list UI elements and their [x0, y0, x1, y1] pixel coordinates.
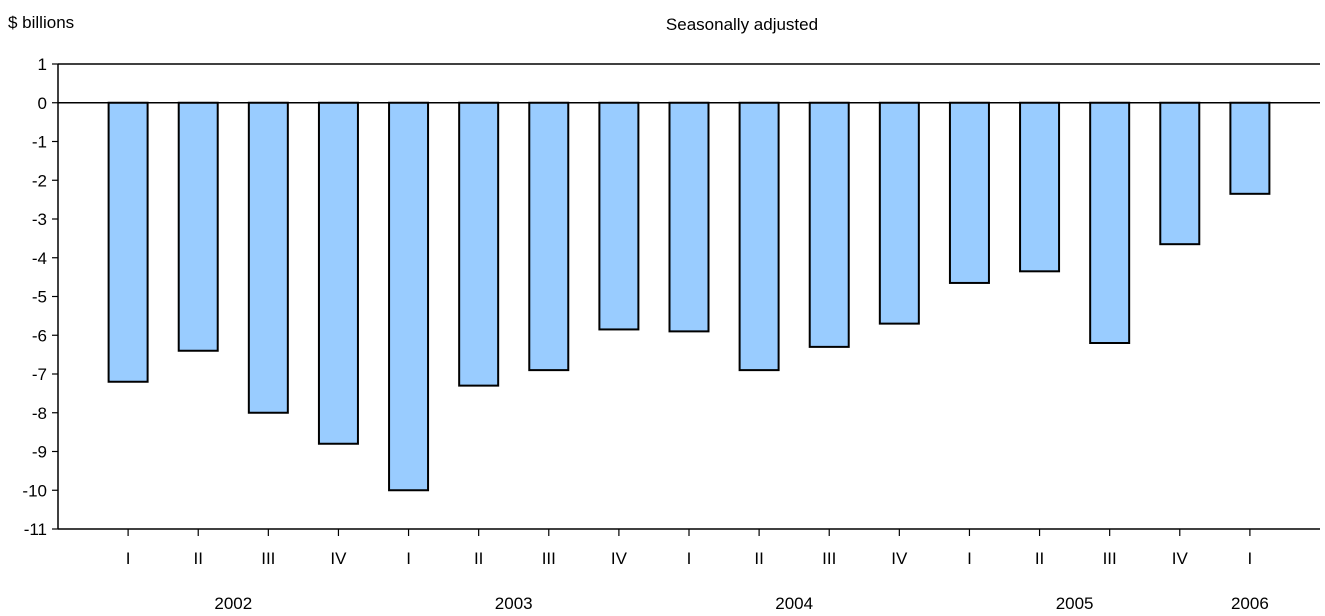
year-label: 2004: [775, 594, 813, 613]
x-tick-label: III: [822, 549, 836, 568]
x-tick-label: II: [754, 549, 763, 568]
x-tick-label: II: [1035, 549, 1044, 568]
bar: [528, 101, 570, 372]
bar: [107, 101, 149, 383]
x-tick-label: I: [687, 549, 692, 568]
y-tick-label: -9: [32, 443, 47, 462]
x-tick-label: I: [1248, 549, 1253, 568]
y-tick-label: -8: [32, 404, 47, 423]
bar: [598, 101, 640, 331]
y-tick-label: -10: [22, 481, 47, 500]
bar: [458, 101, 500, 387]
y-tick-label: 0: [38, 94, 47, 113]
bar: [247, 101, 289, 414]
x-tick-label: II: [193, 549, 202, 568]
y-tick-label: -7: [32, 365, 47, 384]
bar: [1159, 101, 1201, 246]
x-tick-label: III: [542, 549, 556, 568]
x-tick-label: IV: [1172, 549, 1189, 568]
y-tick-label: -2: [32, 171, 47, 190]
y-tick-label: -5: [32, 288, 47, 307]
y-axis: 1 0 -1 -2 -3 -4 -5 -6 -7 -8 -9 -10 -11: [22, 55, 58, 539]
x-tick-label: I: [967, 549, 972, 568]
y-tick-label: 1: [38, 55, 47, 74]
x-tick-label: IV: [330, 549, 347, 568]
bar: [1019, 101, 1061, 273]
x-tick-label: IV: [611, 549, 628, 568]
year-label: 2003: [495, 594, 533, 613]
x-tick-label: I: [126, 549, 131, 568]
bar: [878, 101, 920, 325]
year-label: 2006: [1231, 594, 1269, 613]
chart-subtitle: Seasonally adjusted: [666, 15, 818, 34]
year-label: 2002: [214, 594, 252, 613]
x-tick-label: II: [474, 549, 483, 568]
bar: [738, 101, 780, 372]
bars-group: [107, 101, 1271, 492]
y-tick-label: -11: [24, 520, 47, 539]
bar: [317, 101, 359, 445]
x-tick-label: III: [1103, 549, 1117, 568]
year-label: 2005: [1056, 594, 1094, 613]
y-tick-label: -1: [32, 133, 47, 152]
bar: [1229, 101, 1271, 195]
x-tick-label: I: [406, 549, 411, 568]
y-tick-label: -3: [32, 210, 47, 229]
bar: [948, 101, 990, 284]
y-tick-label: -4: [32, 249, 47, 268]
bar: [1089, 101, 1131, 344]
bar: [668, 101, 710, 333]
x-tick-label: IV: [891, 549, 908, 568]
bar: [388, 101, 430, 492]
bar: [177, 101, 219, 352]
bar: [808, 101, 850, 348]
x-tick-label: III: [261, 549, 275, 568]
y-tick-label: -6: [32, 326, 47, 345]
y-axis-label: $ billions: [8, 13, 74, 32]
